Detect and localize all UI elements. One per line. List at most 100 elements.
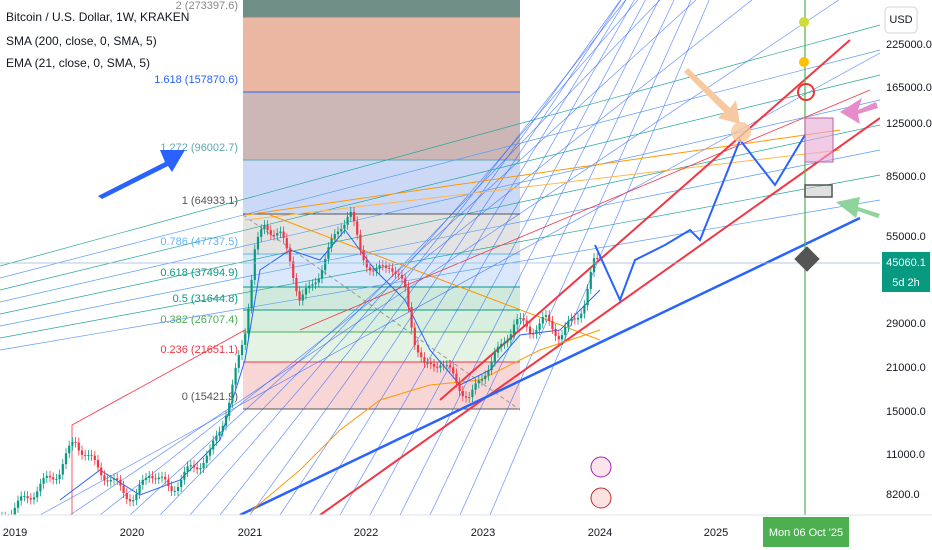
currency-button[interactable] <box>884 6 918 34</box>
fib-label: 2 (273397.6) <box>176 0 238 12</box>
candle <box>576 317 580 320</box>
price-label: 165000.0 <box>886 82 932 94</box>
trend-line <box>129 0 697 516</box>
candle <box>212 440 215 450</box>
candle <box>528 326 532 334</box>
candle <box>570 318 573 321</box>
arrow-peach <box>684 68 740 124</box>
candle <box>26 496 29 499</box>
candle <box>173 490 176 492</box>
time-label: 2020 <box>120 527 144 539</box>
candle <box>183 471 186 480</box>
candle <box>455 373 458 383</box>
trend-line <box>219 0 626 516</box>
candle <box>292 261 295 279</box>
candle <box>500 343 503 347</box>
candle <box>96 459 100 468</box>
candle <box>276 233 279 236</box>
fib-label: 0.236 (21651.1) <box>160 344 238 356</box>
candle <box>266 225 269 231</box>
candle <box>103 475 106 481</box>
candle <box>20 496 23 501</box>
candle <box>388 267 391 269</box>
candle <box>244 333 247 345</box>
candle <box>55 478 58 480</box>
fib-zone <box>243 0 520 17</box>
fib-label: 0.618 (37494.9) <box>160 267 238 279</box>
candle <box>391 268 394 272</box>
trend-line <box>189 0 639 516</box>
candle <box>45 475 48 478</box>
candle <box>375 268 378 272</box>
candle <box>333 234 336 239</box>
candle <box>340 228 343 232</box>
current-price: 45060.1 <box>886 257 926 269</box>
candle <box>36 491 39 498</box>
candle <box>583 305 586 314</box>
candle <box>74 442 77 444</box>
candle <box>231 384 234 403</box>
trend-line <box>429 0 675 516</box>
candle <box>362 250 365 261</box>
candle <box>308 285 311 289</box>
candle <box>535 330 538 334</box>
currency: USD <box>889 14 912 26</box>
fan-line <box>0 149 881 327</box>
candle <box>32 497 36 500</box>
candle <box>208 449 212 456</box>
fib-label: 0 (15421.9) <box>182 391 238 403</box>
support-line <box>239 216 861 517</box>
candle <box>125 493 128 500</box>
candle <box>202 462 205 469</box>
time-label: 2019 <box>3 527 27 539</box>
candle <box>516 319 519 325</box>
candle <box>519 317 522 320</box>
candle <box>343 224 346 229</box>
time-label: 2023 <box>471 527 495 539</box>
time-label: 2025 <box>704 527 728 539</box>
fib-zone <box>243 332 520 362</box>
candle <box>336 231 340 235</box>
projection-path <box>594 134 806 303</box>
candle <box>87 454 90 456</box>
candle <box>199 468 202 470</box>
candle <box>506 339 509 343</box>
candle <box>39 483 42 492</box>
candle <box>522 317 525 321</box>
candle <box>52 477 55 480</box>
candles <box>0 206 599 525</box>
fan-line <box>0 49 881 279</box>
fib-label: 0.786 (47737.5) <box>160 236 238 248</box>
candle <box>468 397 471 399</box>
axis-labels: 225000.0 165000.0 125000.0 85000.0 55000.0 29… <box>3 39 932 539</box>
candle <box>237 355 240 368</box>
candle <box>586 288 589 306</box>
trend-line <box>309 0 627 516</box>
fan-line <box>0 199 881 351</box>
orange-line <box>269 214 601 341</box>
candle <box>480 379 484 381</box>
candle <box>324 259 327 271</box>
candle <box>423 357 426 363</box>
candle <box>378 265 381 269</box>
trend-line <box>69 0 839 516</box>
orange-line <box>244 149 841 221</box>
candle <box>448 365 452 368</box>
candle <box>116 478 119 480</box>
candle <box>359 234 362 251</box>
candle <box>404 278 407 287</box>
support-box <box>804 184 833 198</box>
trend-line <box>159 0 661 516</box>
candle <box>263 225 266 230</box>
candle <box>64 453 68 465</box>
price-label: 85000.0 <box>886 171 926 183</box>
candle <box>224 415 228 426</box>
candle <box>282 231 285 239</box>
price-label: 29000.0 <box>886 318 926 330</box>
candle <box>80 450 84 455</box>
fib-zone <box>243 287 520 310</box>
candle <box>400 274 404 279</box>
candle <box>477 380 480 384</box>
candle <box>484 375 487 380</box>
